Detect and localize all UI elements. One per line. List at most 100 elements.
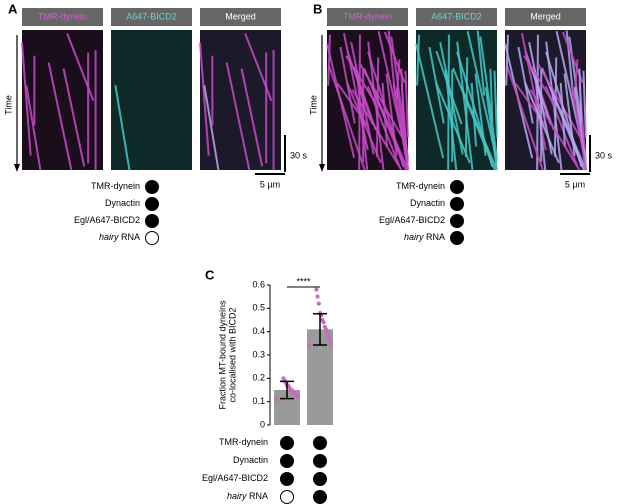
kymograph-tracks [326, 30, 409, 171]
condition-label: TMR-dynein [219, 437, 268, 447]
condition-marker [145, 231, 159, 245]
kymograph-track [464, 57, 469, 157]
time-scale: 30 s [595, 150, 613, 160]
kymograph-tracks [415, 30, 498, 171]
y-axis-label: Fraction MT-bound dyneins [217, 300, 227, 410]
data-point [314, 287, 319, 292]
kymograph-track [392, 84, 409, 171]
kymograph-tracks [114, 85, 131, 171]
condition-marker [313, 454, 327, 468]
kymograph-track [114, 85, 131, 171]
data-point [307, 343, 312, 348]
condition-label: Dynactin [410, 198, 445, 208]
condition-label: Egl/A647-BICD2 [202, 473, 268, 483]
kymograph-track [523, 55, 555, 104]
panel-label: A [8, 1, 18, 16]
kymograph-track [489, 68, 494, 123]
kymograph-track [358, 63, 404, 140]
data-point [326, 334, 331, 339]
condition-marker [280, 472, 294, 486]
condition-marker [313, 436, 327, 450]
space-scale: 5 µm [260, 179, 280, 189]
kymograph-track [578, 68, 583, 123]
condition-label: hairy RNA [404, 232, 445, 242]
channel-header [200, 8, 281, 26]
kymograph-track [400, 68, 405, 123]
kymograph-tracks [504, 30, 587, 171]
panel-label: B [313, 1, 322, 16]
data-point [322, 325, 327, 329]
condition-marker [145, 214, 159, 228]
condition-marker [280, 436, 294, 450]
condition-label-text: Egl/A647-BICD2 [74, 215, 140, 225]
time-arrowhead [319, 164, 325, 172]
condition-label: hairy RNA [227, 491, 268, 501]
channel-name: TMR-dynein [343, 11, 392, 21]
condition-label-text: TMR-dynein [91, 181, 140, 191]
time-arrowhead [14, 164, 20, 172]
data-point [328, 341, 333, 346]
data-point [320, 318, 325, 322]
channel-name: TMR-dynein [38, 11, 87, 21]
kymograph-track [476, 30, 486, 96]
condition-marker [450, 214, 464, 228]
kymograph-track [460, 86, 498, 171]
time-scale: 30 s [290, 150, 308, 160]
kymograph-track [225, 62, 251, 171]
condition-label-text: Egl/A647-BICD2 [202, 473, 268, 483]
kymograph-tracks [21, 33, 97, 171]
kymograph-track [66, 33, 95, 102]
kymograph [22, 30, 103, 170]
kymograph-track [203, 85, 220, 171]
channel-header [505, 8, 586, 26]
kymograph-tracks [199, 33, 275, 171]
condition-marker [450, 180, 464, 194]
condition-marker [450, 231, 464, 245]
condition-label: Egl/A647-BICD2 [379, 215, 445, 225]
kymograph-track [484, 87, 498, 171]
condition-label: hairy RNA [99, 232, 140, 242]
condition-label: Dynactin [105, 198, 140, 208]
kymograph-track [416, 34, 420, 86]
condition-label: TMR-dynein [91, 181, 140, 191]
condition-label: Dynactin [233, 455, 268, 465]
y-tick-label: 0.6 [252, 279, 265, 289]
data-point [274, 397, 279, 402]
kymograph-track [570, 84, 587, 171]
error-bar [313, 312, 327, 346]
kymograph-track [240, 68, 264, 167]
channel-header [22, 8, 103, 26]
y-tick-label: 0 [260, 419, 265, 429]
kymograph-track [506, 65, 544, 171]
y-tick-label: 0.4 [252, 326, 265, 336]
condition-label-text: TMR-dynein [219, 437, 268, 447]
condition-label-text: RNA [121, 232, 140, 242]
condition-marker [313, 472, 327, 486]
kymograph-track [350, 41, 375, 155]
condition-marker [313, 490, 327, 504]
condition-label-text: Dynactin [410, 198, 445, 208]
kymograph-track [244, 33, 273, 102]
channel-header [416, 8, 497, 26]
kymograph-track [47, 62, 73, 171]
kymograph-track [493, 70, 498, 138]
y-tick-label: 0.3 [252, 349, 265, 359]
condition-label: Egl/A647-BICD2 [74, 215, 140, 225]
kymograph-track [21, 42, 32, 156]
kymograph-track [456, 51, 494, 168]
channel-name: A647-BICD2 [431, 11, 482, 21]
error-bar [280, 380, 294, 400]
condition-marker [145, 180, 159, 194]
kymograph-track [529, 89, 581, 171]
kymograph-track [25, 85, 42, 171]
condition-label-text: RNA [249, 491, 268, 501]
kymograph-track [553, 57, 558, 157]
kymograph-track [439, 41, 464, 155]
condition-label-text: Dynactin [105, 198, 140, 208]
condition-label-italic: hairy [99, 232, 119, 242]
condition-label-italic: hairy [227, 491, 247, 501]
kymograph-track [375, 57, 380, 157]
kymograph-track [415, 43, 445, 159]
channel-header [111, 8, 192, 26]
